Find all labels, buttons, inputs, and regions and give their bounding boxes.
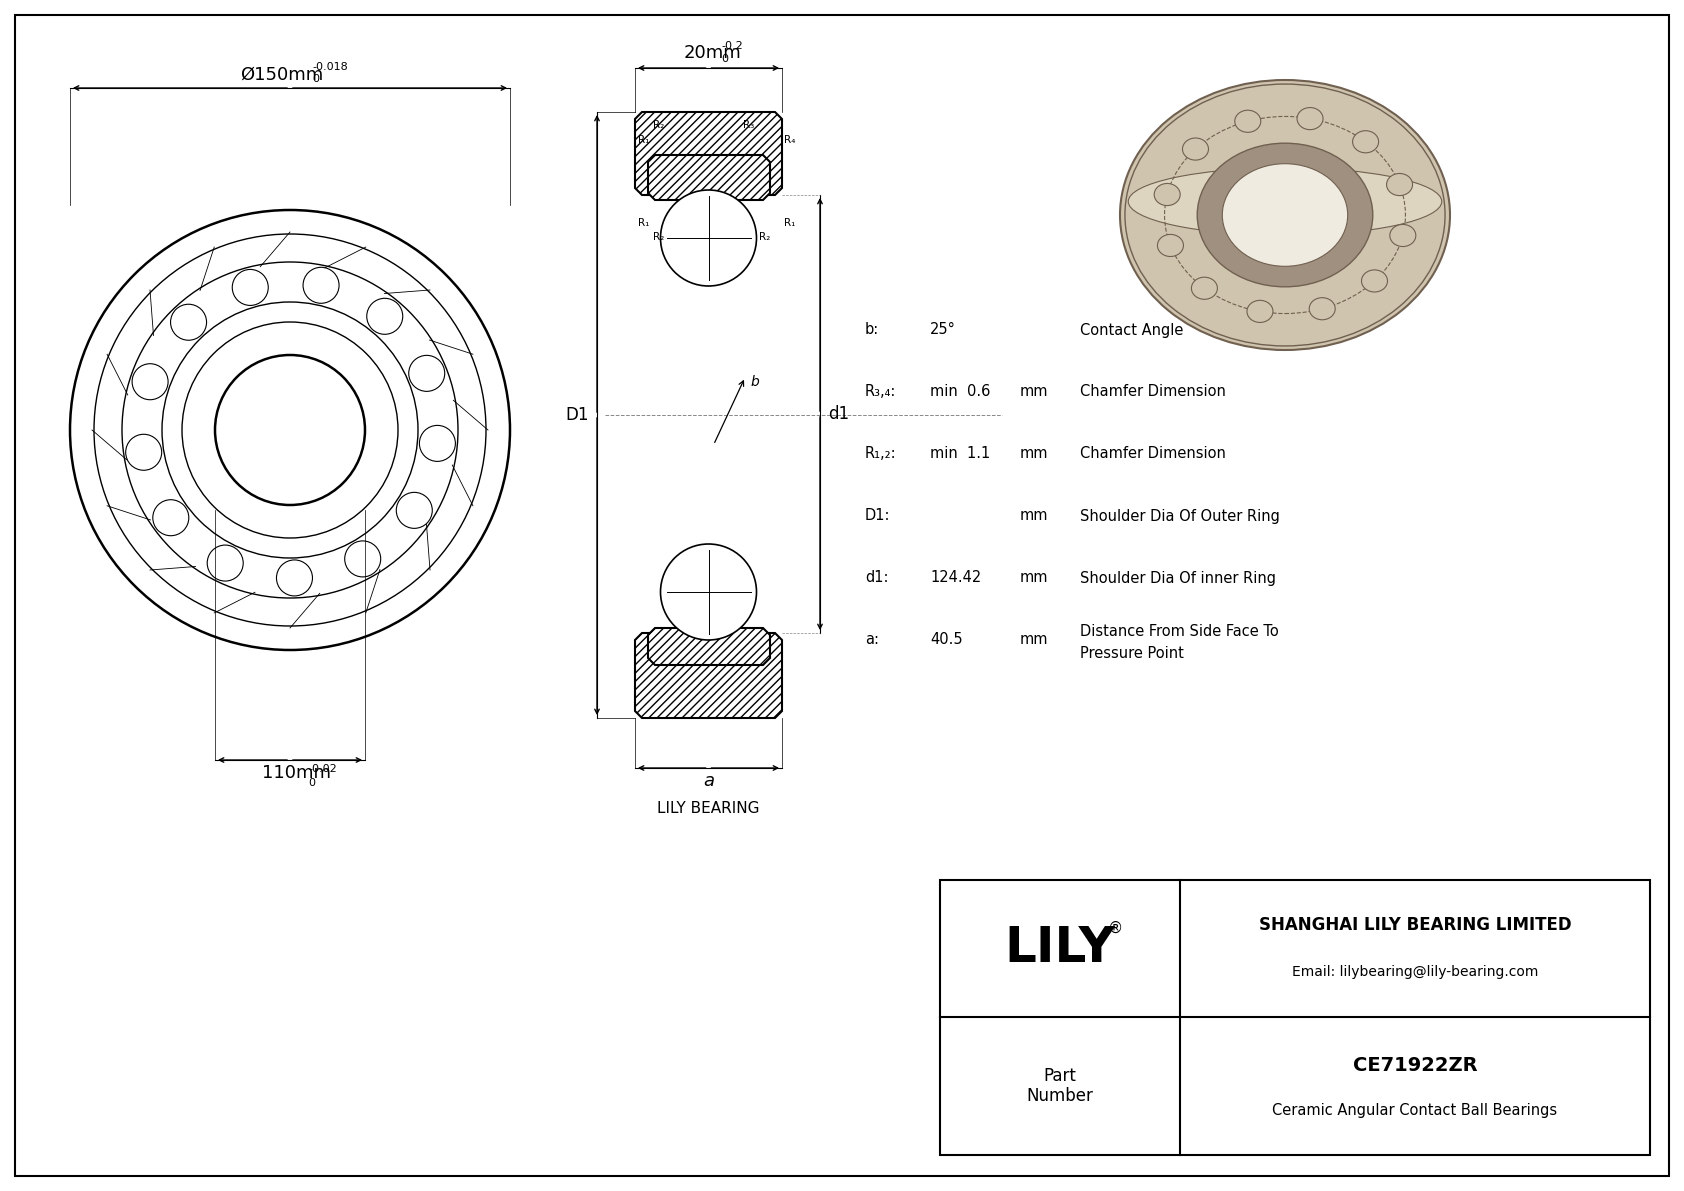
Text: Part
Number: Part Number (1027, 1067, 1093, 1105)
Ellipse shape (1157, 235, 1184, 256)
Text: LILY BEARING: LILY BEARING (657, 802, 759, 816)
Text: Distance From Side Face To: Distance From Side Face To (1079, 624, 1278, 638)
Text: Ceramic Angular Contact Ball Bearings: Ceramic Angular Contact Ball Bearings (1273, 1103, 1558, 1118)
Text: -0.018: -0.018 (312, 62, 349, 71)
Ellipse shape (1191, 278, 1218, 299)
Text: mm: mm (1021, 447, 1049, 461)
Text: R₃: R₃ (743, 120, 754, 130)
Text: R₂: R₂ (653, 232, 663, 242)
Ellipse shape (1120, 80, 1450, 350)
Ellipse shape (1197, 143, 1372, 287)
Text: d1: d1 (829, 405, 849, 423)
Ellipse shape (1389, 224, 1416, 247)
Polygon shape (648, 155, 770, 200)
Text: 0: 0 (308, 778, 315, 788)
Text: Shoulder Dia Of inner Ring: Shoulder Dia Of inner Ring (1079, 570, 1276, 586)
Text: 20mm: 20mm (684, 44, 741, 62)
Text: LILY: LILY (1005, 924, 1115, 973)
Text: R₄: R₄ (785, 135, 795, 145)
Ellipse shape (1234, 111, 1261, 132)
Text: R₁: R₁ (785, 218, 795, 227)
Text: mm: mm (1021, 385, 1049, 399)
Text: Chamfer Dimension: Chamfer Dimension (1079, 385, 1226, 399)
Text: Email: lilybearing@lily-bearing.com: Email: lilybearing@lily-bearing.com (1292, 965, 1537, 979)
Text: 110mm: 110mm (263, 763, 332, 782)
Text: mm: mm (1021, 632, 1049, 648)
Circle shape (660, 544, 756, 640)
Text: -0.02: -0.02 (308, 763, 337, 774)
Text: b: b (749, 375, 759, 389)
Ellipse shape (1352, 131, 1379, 152)
Ellipse shape (1154, 183, 1180, 206)
Text: Shoulder Dia Of Outer Ring: Shoulder Dia Of Outer Ring (1079, 509, 1280, 524)
Ellipse shape (1246, 300, 1273, 323)
Text: R₂: R₂ (653, 120, 663, 130)
Text: SHANGHAI LILY BEARING LIMITED: SHANGHAI LILY BEARING LIMITED (1258, 916, 1571, 934)
Text: D1:: D1: (866, 509, 891, 524)
Polygon shape (635, 112, 781, 195)
Bar (940, 880, 1650, 1155)
Ellipse shape (1361, 270, 1388, 292)
Text: D1: D1 (566, 406, 589, 424)
Ellipse shape (1308, 298, 1335, 319)
Text: 40.5: 40.5 (930, 632, 963, 648)
Polygon shape (635, 632, 781, 718)
Ellipse shape (1386, 174, 1413, 195)
Text: ®: ® (1108, 921, 1123, 936)
Text: d1:: d1: (866, 570, 889, 586)
Text: R₁: R₁ (638, 135, 650, 145)
Circle shape (660, 191, 756, 286)
Text: 124.42: 124.42 (930, 570, 982, 586)
Text: R₁: R₁ (638, 218, 650, 227)
Ellipse shape (1297, 107, 1324, 130)
Text: 25°: 25° (930, 323, 957, 337)
Text: CE71922ZR: CE71922ZR (1352, 1055, 1477, 1074)
Text: mm: mm (1021, 509, 1049, 524)
Ellipse shape (1128, 168, 1442, 236)
Text: 0: 0 (312, 74, 318, 85)
Text: -0.2: -0.2 (721, 40, 743, 51)
Text: Chamfer Dimension: Chamfer Dimension (1079, 447, 1226, 461)
Text: Ø150mm: Ø150mm (241, 66, 323, 85)
Ellipse shape (1182, 138, 1209, 160)
Text: a:: a: (866, 632, 879, 648)
Text: Pressure Point: Pressure Point (1079, 646, 1184, 661)
Text: R₃,₄:: R₃,₄: (866, 385, 896, 399)
Text: 0: 0 (721, 54, 729, 64)
Text: Contact Angle: Contact Angle (1079, 323, 1184, 337)
Text: R₂: R₂ (759, 232, 770, 242)
Ellipse shape (1223, 163, 1347, 267)
Text: a: a (702, 772, 714, 790)
Text: min  1.1: min 1.1 (930, 447, 990, 461)
Text: mm: mm (1021, 570, 1049, 586)
Text: R₁,₂:: R₁,₂: (866, 447, 896, 461)
Polygon shape (648, 628, 770, 665)
Text: b:: b: (866, 323, 879, 337)
Text: min  0.6: min 0.6 (930, 385, 990, 399)
